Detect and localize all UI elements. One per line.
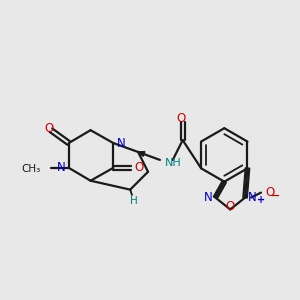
Text: N: N: [248, 191, 256, 204]
Text: N: N: [204, 191, 213, 204]
Text: N: N: [56, 161, 65, 174]
Text: O: O: [176, 112, 185, 125]
Text: O: O: [226, 200, 235, 213]
Text: N: N: [117, 136, 126, 150]
Text: O: O: [44, 122, 54, 135]
Text: O: O: [134, 161, 144, 174]
Text: H: H: [130, 196, 138, 206]
Text: NH: NH: [165, 158, 181, 168]
Polygon shape: [138, 152, 145, 156]
Text: +: +: [257, 194, 265, 205]
Text: O: O: [265, 186, 274, 199]
Text: −: −: [271, 190, 280, 201]
Text: CH₃: CH₃: [22, 164, 41, 174]
